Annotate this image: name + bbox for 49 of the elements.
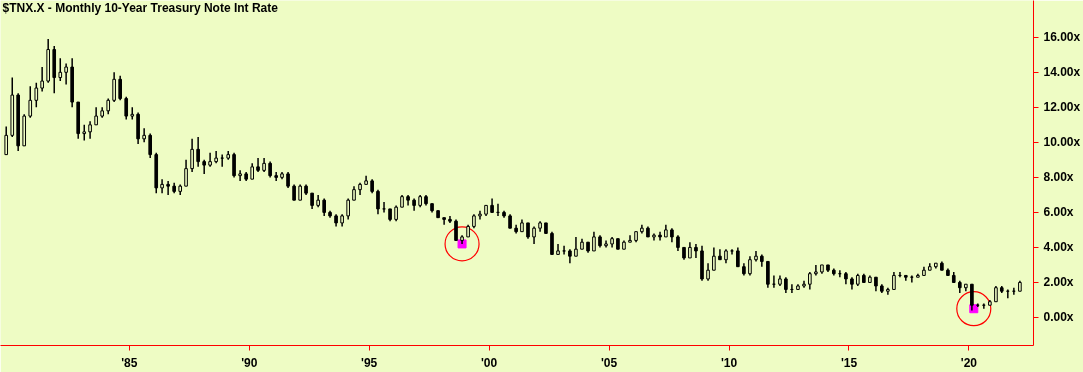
candlestick	[712, 246, 716, 271]
candlestick	[184, 159, 188, 187]
candlestick	[274, 171, 278, 182]
candlestick	[82, 124, 87, 142]
candlestick	[574, 236, 578, 257]
x-tick-label: '15	[840, 355, 858, 370]
candlestick	[550, 230, 554, 256]
x-tick-label: '10	[720, 355, 738, 370]
candlestick	[112, 71, 116, 103]
candlestick	[748, 255, 752, 277]
candlestick	[238, 169, 242, 182]
candlestick	[970, 283, 974, 312]
y-tick-label: 12.00x	[1043, 100, 1081, 115]
x-tick-label: '20	[960, 355, 978, 370]
candlestick	[148, 132, 153, 159]
y-tick-label: 4.00x	[1043, 240, 1074, 255]
x-tick-label: '95	[361, 355, 378, 370]
y-tick-label: 14.00x	[1043, 65, 1081, 80]
candlestick	[34, 82, 39, 109]
x-tick-label: '00	[481, 355, 498, 370]
y-tick-label: 10.00x	[1043, 135, 1081, 150]
candlestick	[190, 138, 194, 173]
y-tick-label: 8.00x	[1043, 170, 1074, 185]
y-tick-label: 16.00x	[1043, 30, 1081, 45]
candlestick	[166, 180, 170, 196]
candlestick	[454, 218, 458, 242]
y-tick-label: 2.00x	[1043, 275, 1074, 290]
candlestick	[232, 152, 236, 179]
candlestick	[118, 75, 122, 102]
candlestick	[124, 96, 129, 121]
candlestick	[28, 85, 33, 119]
x-tick-label: '85	[121, 355, 138, 370]
candlestick	[736, 246, 740, 268]
chart-title: $TNX.X - Monthly 10-Year Treasury Note Int Rate	[2, 0, 279, 15]
candlestick	[58, 57, 63, 82]
candlestick	[592, 230, 596, 252]
x-tick-label: '90	[241, 355, 258, 370]
candlestick	[64, 62, 68, 86]
y-tick-label: 6.00x	[1043, 205, 1074, 220]
candlestick	[442, 216, 446, 226]
candlestick	[196, 136, 200, 168]
candlestick	[628, 234, 632, 243]
candlestick	[376, 188, 380, 215]
candlestick	[4, 125, 9, 156]
candlestick	[766, 260, 770, 289]
candlestick	[40, 66, 44, 93]
y-tick-label: 0.00x	[1043, 310, 1074, 325]
candlestick	[346, 197, 350, 221]
x-tick-label: '05	[601, 355, 618, 370]
